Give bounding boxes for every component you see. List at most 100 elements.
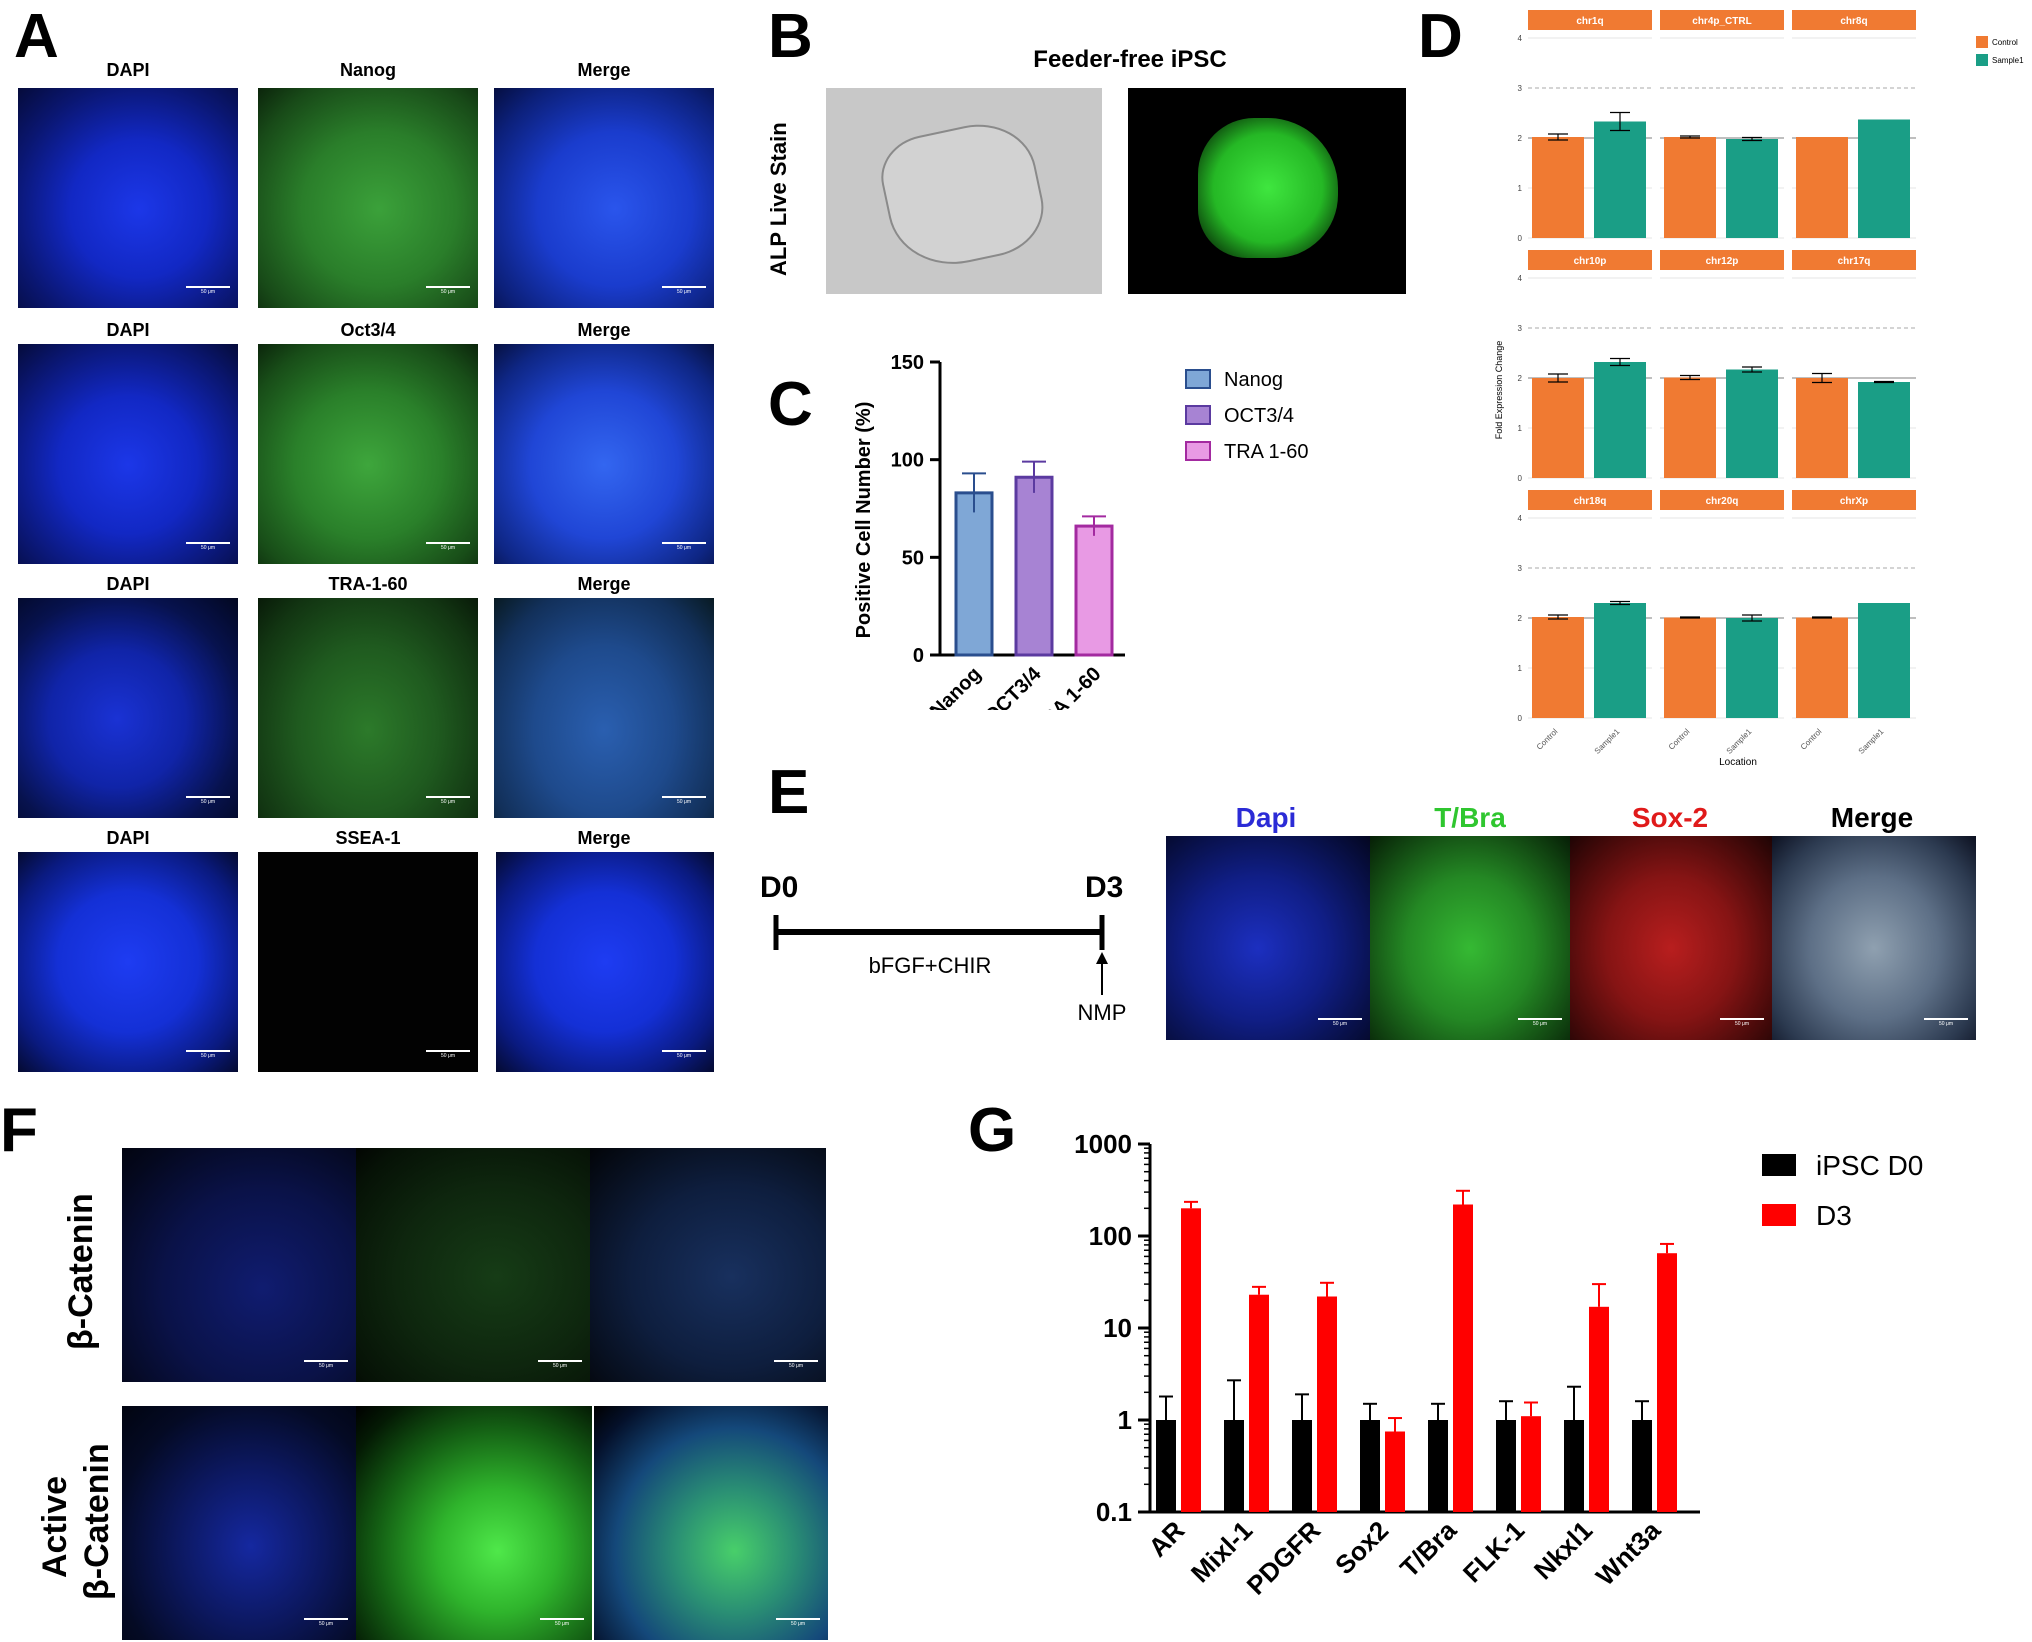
panel-f-label-active-beta-catenin: β-Catenin [78,1443,116,1600]
chart-c-ytick-label: 0 [913,645,924,667]
chart-c-xlabel: TRA 1-60 [1029,663,1105,710]
scale-bar: 50 μm [1720,1018,1764,1032]
chart-g-xlabel: Wnt3a [1590,1515,1667,1592]
chart-d-xtick-label: Control [1667,727,1692,752]
chart-d-ytick-label: 0 [1518,234,1523,243]
chart-d-ytick-label: 3 [1518,564,1523,573]
chart-g-bar-d3 [1453,1204,1473,1512]
channel-label-merge: Merge [1830,802,1914,833]
chart-d-bar-sample [1594,362,1646,478]
chart-d-legend-swatch [1976,54,1988,66]
chart-d-bar-sample [1726,618,1778,718]
chart-g-ytick-label: 100 [1089,1221,1132,1251]
micrograph-f2-merge: 50 μm [594,1406,828,1640]
chart-d-facet: chr12p [1660,250,1784,479]
chart-d-xtick-label: Control [1535,727,1560,752]
chart-d-ytick-label: 1 [1518,184,1523,193]
brightfield-colony-image [826,88,1102,294]
timeline-arrow-head [1096,952,1108,964]
scale-bar: 50 μm [186,542,230,556]
chart-d-bar-sample [1858,119,1910,238]
chart-c-ytick-label: 150 [891,352,924,374]
chart-d-ytick-label: 4 [1518,514,1523,523]
chart-g-ytick-label: 0.1 [1096,1497,1132,1527]
chart-d-ytick-label: 2 [1518,134,1523,143]
chart-d-bar-control [1532,378,1584,478]
scale-bar: 50 μm [662,1050,706,1064]
chart-c-bar [954,491,994,657]
chart-d-bar-sample [1594,603,1646,718]
chart-d-bar-sample [1858,603,1910,718]
chart-d-facet: chr17q [1792,250,1916,479]
micrograph-f1-merge: 50 μm [590,1148,826,1382]
scale-bar: 50 μm [662,796,706,810]
chart-d-bar-sample [1858,382,1910,478]
chart-c-bar [1074,524,1114,657]
chart-g-legend-label: D3 [1816,1200,1852,1231]
scale-bar: 50 μm [186,1050,230,1064]
timeline-end: D3 [1085,871,1123,904]
chart-d-ytick-label: 4 [1518,274,1523,283]
chart-c-xlabel: Nanog [926,663,986,710]
micrograph-e-dapi: 50 μm [1166,836,1370,1040]
chart-d-facet-strip [1528,10,1652,30]
chart-d-bar-control [1796,617,1848,718]
chart-d-ylabel: Fold Expression Change [1494,341,1504,440]
chart-d-facet-strip [1660,250,1784,270]
chart-g-bar-d0 [1428,1420,1448,1512]
panel-letter-a: A [14,2,59,71]
chart-d-facet: chr4p_CTRL [1660,10,1784,239]
chart-d-ytick-label: 3 [1518,84,1523,93]
chart-d-legend-label: Sample1 [1992,56,2024,65]
scale-bar: 50 μm [662,286,706,300]
channel-label-tbra: T/Bra [1434,802,1506,833]
micrograph-e-sox2: 50 μm [1570,836,1772,1040]
chart-d-facet-strip [1792,10,1916,30]
chart-d-ytick-label: 2 [1518,374,1523,383]
panel-f-label-active: Active [36,1475,74,1578]
micrograph-ssea1: 50 μm [258,852,478,1072]
chart-g-bar-d3 [1181,1208,1201,1512]
panel-letter-f: F [0,1096,38,1165]
chart-d-legend-label: Control [1992,38,2018,47]
panel-b-side-label: ALP Live Stain [766,122,791,276]
micrograph-f1-catenin: 50 μm [356,1148,590,1382]
chart-d-bar-sample [1726,369,1778,478]
chart-d-facet-strip [1660,490,1784,510]
timeline-start: D0 [760,871,798,904]
chart-c-legend-label: TRA 1-60 [1224,441,1308,463]
chart-d-facet-title: chr4p_CTRL [1692,16,1751,27]
micrograph-f2-dapi: 50 μm [122,1406,356,1640]
chart-g-xlabel: Sox2 [1329,1515,1394,1580]
chart-c-legend-label: OCT3/4 [1224,405,1294,427]
chart-d-bar-control [1532,137,1584,238]
micrograph-merge-oct34: 50 μm [494,344,714,564]
chart-g-xlabel: Nkxl1 [1528,1515,1598,1585]
label-nanog: Nanog [340,60,396,80]
panel-letter-g: G [968,1096,1017,1165]
chart-g-bar-d0 [1632,1420,1652,1512]
scale-bar: 50 μm [662,542,706,556]
chart-c-legend-swatch [1185,405,1211,425]
chart-d-xtick-label: Sample1 [1725,727,1754,756]
chart-d-facet-title: chr10p [1574,256,1607,267]
chart-d-ytick-label: 3 [1518,324,1523,333]
chart-c-xlabel: OCT3/4 [980,662,1046,710]
label-dapi: DAPI [106,320,150,340]
chart-d-bar-control [1796,137,1848,238]
chart-d-facet-title: chr8q [1840,16,1867,27]
chart-c-bar [1014,475,1054,657]
chart-d-facet-title: chrXp [1840,496,1868,507]
chart-g-bar-d3 [1657,1253,1677,1512]
chart-g-legend-label: iPSC D0 [1816,1150,1923,1181]
panel-f-label-beta-catenin: β-Catenin [62,1193,100,1350]
chart-d-facet-title: chr20q [1706,496,1739,507]
label-dapi: DAPI [106,574,150,594]
chart-d-ytick-label: 1 [1518,664,1523,673]
chart-d-facet: chr18q 0 1 2 3 4 Control Sample1 [1518,490,1652,756]
scale-bar: 50 μm [304,1618,348,1632]
label-merge: Merge [577,320,631,340]
scale-bar: 50 μm [426,1050,470,1064]
chart-g-ytick-label: 1 [1118,1405,1132,1435]
